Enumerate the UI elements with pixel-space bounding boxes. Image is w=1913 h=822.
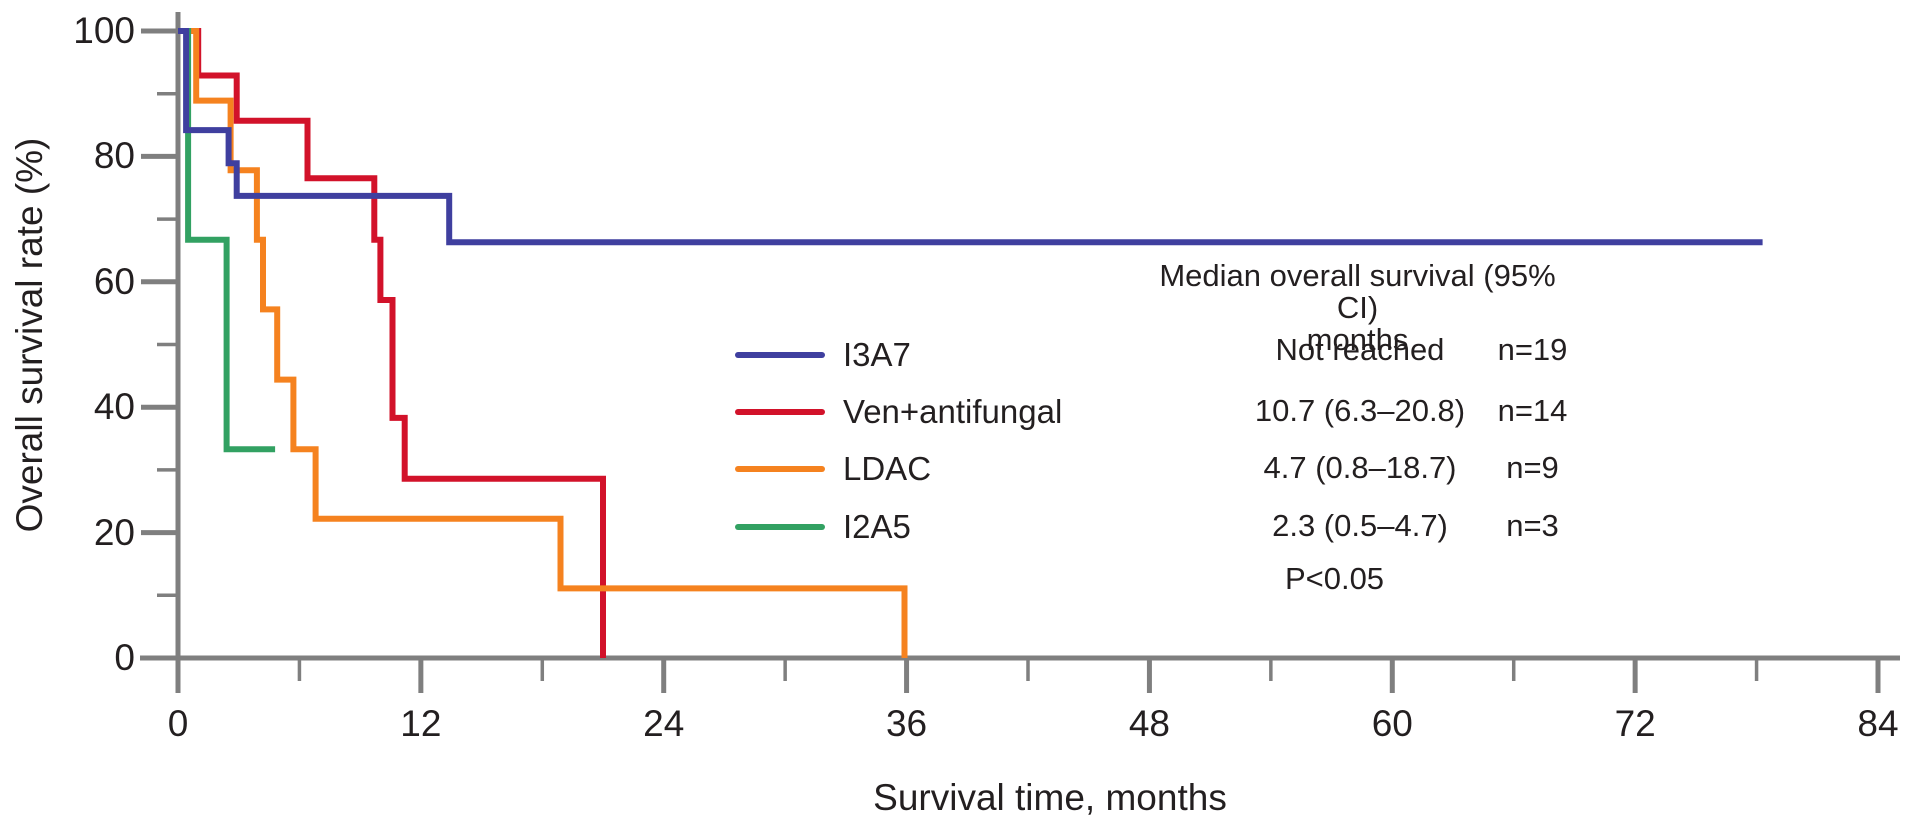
stats-n-ldac: n=9 (1506, 450, 1559, 485)
stats-n-i2a5: n=3 (1506, 508, 1559, 543)
y-axis-title: Overall survival rate (%) (9, 137, 50, 533)
y-tick-label: 0 (114, 637, 135, 678)
legend-swatch-ldac (735, 466, 825, 472)
x-tick-label: 60 (1371, 703, 1413, 744)
x-tick-label: 0 (167, 703, 189, 744)
x-axis-title: Survival time, months (873, 777, 1227, 818)
y-tick-label: 60 (93, 260, 135, 302)
y-tick-label: 40 (93, 386, 135, 428)
km-curve-ldac (178, 28, 908, 658)
km-curve-ven-antifungal (178, 28, 606, 658)
p-value: P<0.05 (1284, 561, 1385, 596)
legend-swatch-ven-antifungal (735, 409, 825, 415)
legend-swatch-i2a5 (735, 524, 825, 530)
stats-median-i2a5: 2.3 (0.5–4.7) (1272, 508, 1448, 543)
x-tick-label: 36 (885, 703, 928, 744)
stats-n-ven-antifungal: n=14 (1497, 393, 1568, 428)
stats-median-ldac: 4.7 (0.8–18.7) (1263, 450, 1457, 485)
y-tick-label: 80 (93, 135, 135, 177)
stats-table-header: Median overall survival (95% CI) months (1150, 260, 1565, 356)
x-tick-label: 24 (643, 703, 685, 744)
y-tick-label: 20 (93, 511, 135, 553)
legend-label: I2A5 (843, 508, 911, 545)
x-tick-label: 84 (1857, 703, 1899, 744)
x-tick-label: 72 (1614, 703, 1656, 744)
stats-header-line1: Median overall survival (95% CI) (1159, 258, 1556, 325)
km-curve-i3a7 (178, 28, 1763, 246)
stats-median-i3a7: Not reached (1275, 332, 1445, 367)
legend-swatch-i3a7 (735, 352, 825, 358)
stats-header-line2: months (1306, 322, 1409, 357)
x-tick-label: 48 (1128, 703, 1170, 744)
stats-median-ven-antifungal: 10.7 (6.3–20.8) (1254, 393, 1466, 428)
x-tick-label: 12 (400, 703, 442, 744)
legend-label: Ven+antifungal (843, 393, 1063, 430)
legend-label: LDAC (843, 450, 932, 487)
legend-label: I3A7 (843, 336, 911, 373)
y-tick-label: 100 (73, 10, 135, 51)
stats-n-i3a7: n=19 (1497, 332, 1568, 367)
